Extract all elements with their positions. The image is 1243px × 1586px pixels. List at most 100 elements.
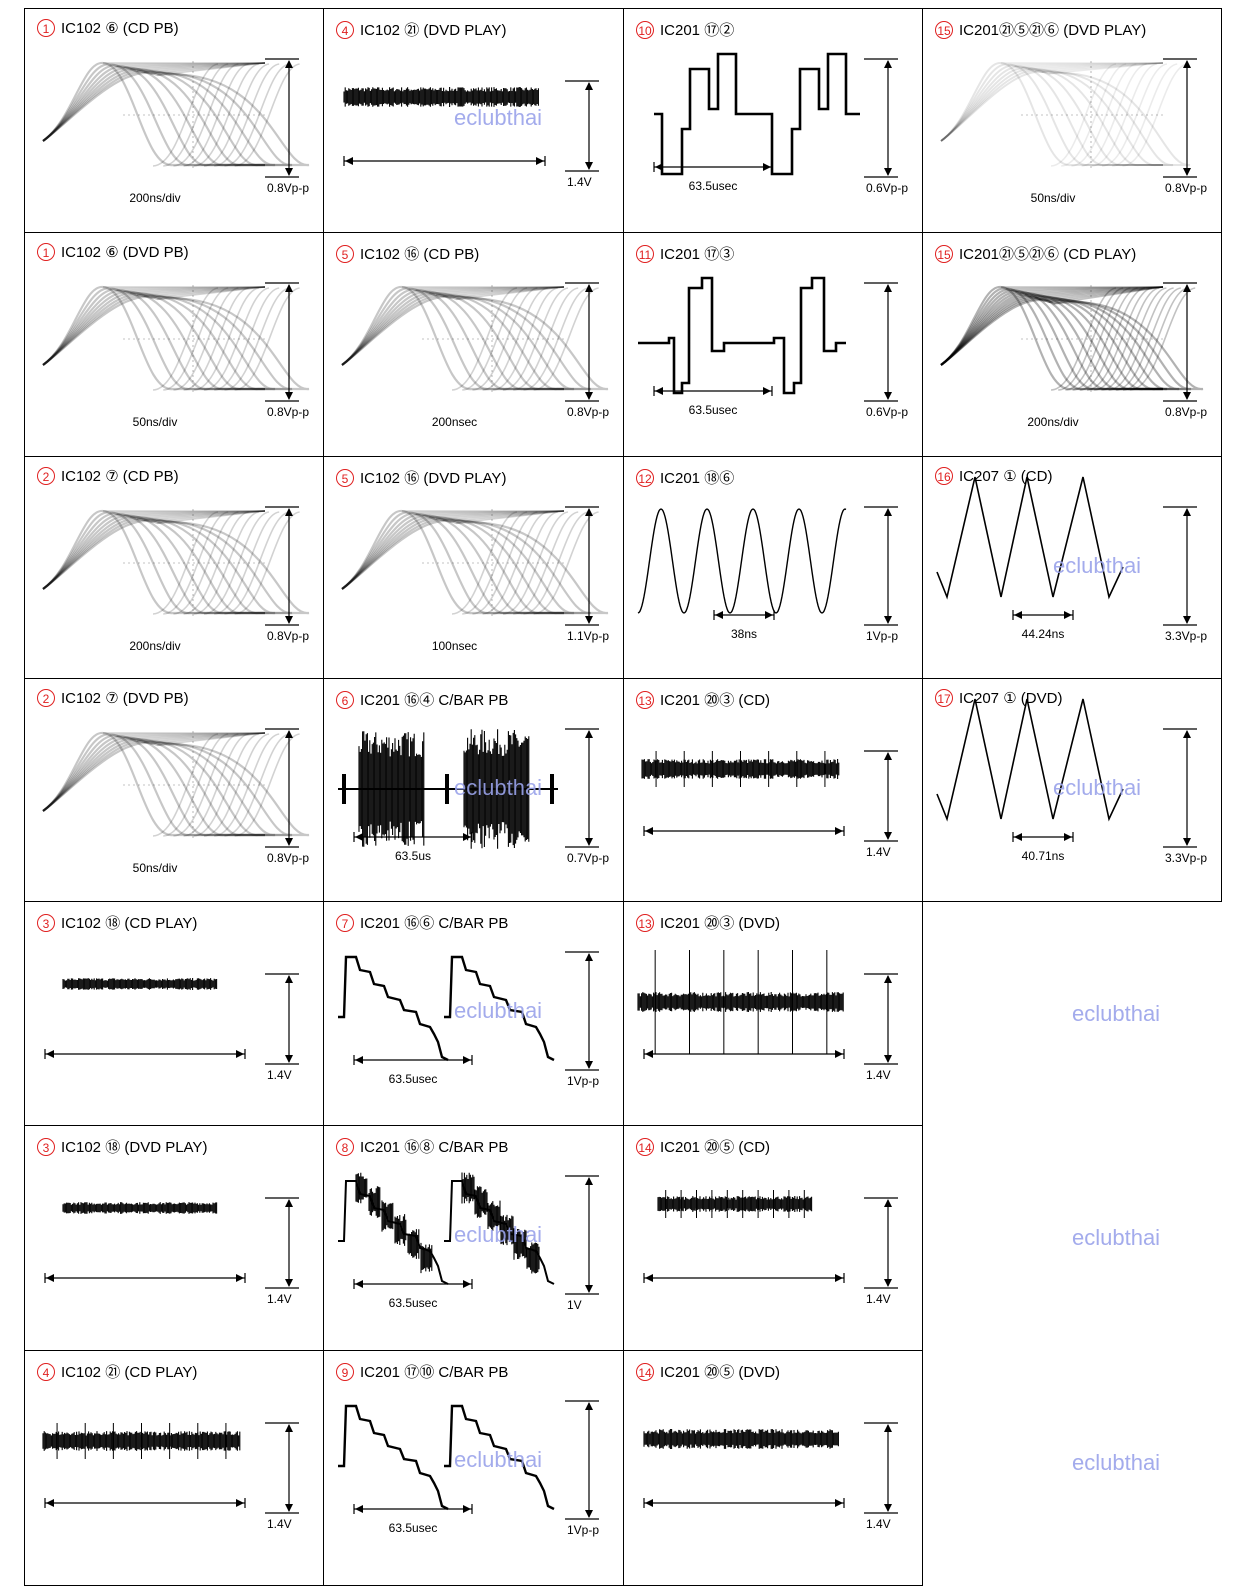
panel-title-text: IC201 ⑱⑥ (660, 470, 735, 487)
amplitude-arrow (265, 282, 299, 402)
oscilloscope-plot (940, 58, 1197, 178)
eye-pattern-trace (42, 731, 310, 839)
test-point-number: 15 (935, 244, 953, 263)
watermark-text: eclubthai (1053, 775, 1142, 800)
period-arrow (1012, 610, 1074, 620)
noise-trace (637, 950, 844, 1054)
amplitude-arrow (565, 951, 599, 1071)
watermark-text: eclubthai (1072, 1001, 1161, 1026)
waveform-panel: 2 IC102 ⑦ (DVD PB) 0.8Vp-p 50ns/div (24, 678, 324, 902)
panel-title: 6 IC201 ⑯④ C/BAR PB (336, 689, 508, 710)
eye-pattern-trace (341, 509, 609, 617)
test-point-number: 4 (37, 1362, 55, 1381)
period-label: 63.5us (394, 849, 432, 863)
period-arrow (353, 1504, 473, 1514)
amplitude-label: 1.1Vp-p (567, 629, 610, 643)
amplitude-arrow (1163, 728, 1197, 848)
panel-title: 16 IC207 ① (CD) (935, 467, 1052, 486)
empty-panel: eclubthai (922, 1125, 1222, 1351)
waveform-panel: 13 IC201 ⑳③ (CD) 1.4V (623, 678, 923, 902)
amplitude-label: 1Vp-p (567, 1523, 600, 1537)
amplitude-label: 1.4V (866, 1517, 891, 1531)
period-label: 38ns (730, 627, 758, 641)
test-point-number: 16 (935, 467, 953, 486)
panel-title: 13 IC201 ⑳③ (DVD) (636, 912, 780, 933)
timebase-label: 200nsec (431, 415, 478, 429)
panel-title: 14 IC201 ⑳⑤ (DVD) (636, 1361, 780, 1382)
watermark-text: eclubthai (1072, 1450, 1161, 1475)
panel-title: 12 IC201 ⑱⑥ (636, 467, 734, 488)
oscilloscope-plot (42, 506, 310, 626)
oscilloscope-plot (643, 1190, 898, 1289)
oscilloscope-plot (936, 476, 1197, 626)
waveform-panel: 1 IC102 ⑥ (DVD PB) 0.8Vp-p 50ns/div (24, 232, 324, 457)
timebase-label: 200ns/div (129, 191, 181, 205)
amplitude-arrow (864, 1422, 898, 1514)
panel-title: 15 IC201㉑⑤㉑⑥ (CD PLAY) (935, 243, 1136, 264)
oscilloscope-plot (341, 506, 609, 626)
waveform-panel: 13 IC201 ⑳③ (DVD) 1.4V (623, 901, 923, 1126)
amplitude-arrow (265, 58, 299, 178)
amplitude-label: 0.8Vp-p (1165, 181, 1208, 195)
eye-pattern-trace (940, 285, 1204, 393)
period-label: 63.5usec (388, 1521, 438, 1535)
panel-title: 8 IC201 ⑯⑧ C/BAR PB (336, 1136, 508, 1157)
amplitude-arrow (265, 1197, 299, 1289)
oscilloscope-plot (42, 1422, 299, 1514)
test-point-number: 8 (336, 1137, 354, 1156)
noise-trace (657, 1190, 813, 1218)
oscilloscope-plot (42, 728, 310, 848)
span-arrow (343, 156, 546, 166)
span-arrow (44, 1049, 246, 1059)
panel-title-text: IC201㉑⑤㉑⑥ (CD PLAY) (959, 246, 1137, 263)
waveform-panel: 15 IC201㉑⑤㉑⑥ (DVD PLAY) 0.8Vp-p 50ns/div (922, 8, 1222, 233)
test-point-number: 3 (37, 913, 55, 932)
timebase-label: 50ns/div (132, 415, 178, 429)
noise-trace (343, 87, 539, 107)
eye-pattern-trace (341, 285, 609, 393)
timebase-label: 200ns/div (1027, 415, 1079, 429)
oscilloscope-plot (637, 950, 898, 1065)
period-arrow (1012, 832, 1074, 842)
amplitude-label: 0.8Vp-p (267, 405, 310, 419)
amplitude-arrow (565, 728, 599, 848)
amplitude-label: 0.7Vp-p (567, 851, 610, 865)
waveform-panel: 14 IC201 ⑳⑤ (DVD) 1.4V (623, 1350, 923, 1586)
panel-title-text: IC102 ⑥ (DVD PB) (61, 244, 189, 262)
oscilloscope-plot (940, 282, 1204, 402)
span-arrow (44, 1273, 246, 1283)
amplitude-label: 1.4V (866, 1292, 891, 1306)
waveform-panel: 5 IC102 ⑯ (DVD PLAY) 1.1Vp-p 100nsec (323, 456, 624, 679)
test-point-number: 14 (636, 1362, 654, 1381)
period-label: 63.5usec (388, 1296, 438, 1310)
panel-title-text: IC102 ⑦ (CD PB) (61, 468, 179, 486)
oscilloscope-plot (653, 52, 898, 178)
timebase-label: 100nsec (431, 639, 478, 653)
oscilloscope-plot (338, 728, 599, 849)
test-point-number: 9 (336, 1362, 354, 1381)
period-arrow (353, 1279, 473, 1289)
test-point-number: 4 (336, 20, 354, 39)
test-point-number: 14 (636, 1137, 654, 1156)
panel-title-text: IC201 ⑯④ C/BAR PB (360, 692, 509, 709)
empty-panel: eclubthai (922, 901, 1222, 1126)
amplitude-label: 1.4V (866, 1068, 891, 1082)
oscilloscope-plot (638, 276, 898, 402)
amplitude-arrow (864, 506, 898, 626)
eye-pattern-trace (42, 61, 310, 169)
span-arrow (643, 1273, 845, 1283)
amplitude-arrow (864, 282, 898, 402)
waveform-panel: 15 IC201㉑⑤㉑⑥ (CD PLAY) 0.8Vp-p 200ns/div (922, 232, 1222, 457)
panel-title-text: IC102 ⑯ (DVD PLAY) (360, 470, 507, 487)
waveform-panel: 2 IC102 ⑦ (CD PB) 0.8Vp-p 200ns/div (24, 456, 324, 679)
amplitude-label: 1.4V (567, 175, 592, 189)
period-label: 44.24ns (1021, 627, 1065, 641)
oscilloscope-plot (936, 698, 1197, 848)
period-label: 63.5usec (688, 179, 738, 193)
watermark-text: eclubthai (454, 105, 543, 130)
eye-pattern-trace (42, 285, 310, 393)
panel-title-text: IC102 ⑦ (DVD PB) (61, 690, 189, 708)
panel-title: 5 IC102 ⑯ (DVD PLAY) (336, 467, 506, 488)
triangle-trace (936, 476, 1124, 600)
waveform-panel: 8 IC201 ⑯⑧ C/BAR PB 1V 63.5usec eclubthai (323, 1125, 624, 1351)
